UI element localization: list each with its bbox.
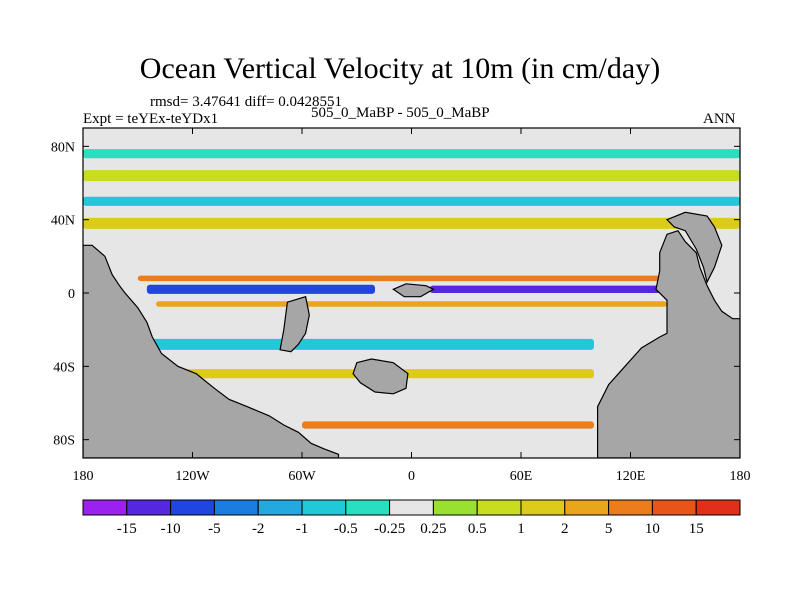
y-tick-label: 40S <box>53 360 75 375</box>
x-tick-label: 180 <box>73 469 94 484</box>
colorbar-label: -0.5 <box>334 521 358 537</box>
colorbar-swatch <box>170 499 215 516</box>
colorbar-label: 0.5 <box>468 521 487 537</box>
colorbar-label: -10 <box>161 521 181 537</box>
colorbar-swatch <box>564 499 610 516</box>
colorbar-label: 2 <box>561 521 569 537</box>
band-antarctic-positive <box>302 421 594 429</box>
colorbar-label: 10 <box>645 521 660 537</box>
band-equator-negative-east <box>429 285 667 293</box>
land-east-continent <box>596 229 740 458</box>
colorbar-swatch <box>608 499 653 516</box>
rmsd-stats: rmsd= 3.47641 diff= 0.0428551 <box>150 94 343 110</box>
colorbar-label: -2 <box>252 521 265 537</box>
band-south-equator-positive <box>156 301 667 307</box>
colorbar-swatch <box>345 499 391 516</box>
colorbar-swatch <box>432 499 478 516</box>
colorbar-label: -15 <box>117 521 137 537</box>
land-west-continent <box>83 244 340 458</box>
colorbar-swatch <box>82 499 128 516</box>
colorbar-label: -1 <box>296 521 309 537</box>
colorbar-label: -0.25 <box>374 521 405 537</box>
case-label: 505_0_MaBP - 505_0_MaBP <box>311 105 490 121</box>
colorbar-swatch <box>301 499 347 516</box>
colorbar-swatch <box>257 499 303 516</box>
land-east-ridge <box>665 211 723 284</box>
colorbar-label: 15 <box>689 521 704 537</box>
land-southern-islands <box>352 358 409 395</box>
x-tick-label: 120E <box>616 469 646 484</box>
band-arctic-negative <box>83 149 740 159</box>
land-central-island-north <box>392 283 435 298</box>
colorbar-swatch <box>126 499 172 516</box>
season-label: ANN <box>703 111 736 127</box>
colorbar-swatch <box>695 499 741 516</box>
x-tick-label: 180 <box>730 469 751 484</box>
band-midlat-north <box>83 217 740 229</box>
colorbar-label: 5 <box>605 521 613 537</box>
band-equator-negative <box>146 284 375 294</box>
band-equator-positive <box>137 275 667 282</box>
chart-title: Ocean Vertical Velocity at 10m (in cm/da… <box>139 52 661 85</box>
band-midlat-north-negative <box>83 196 740 206</box>
x-tick-label: 60E <box>510 469 533 484</box>
colorbar-swatch <box>651 499 697 516</box>
y-tick-label: 80N <box>51 140 75 155</box>
colorbar-swatch <box>520 499 566 516</box>
colorbar-swatch <box>389 499 434 516</box>
x-tick-label: 60W <box>288 469 316 484</box>
colorbar-swatch <box>476 499 522 516</box>
land-central-island-south <box>279 295 310 353</box>
colorbar-label: 0.25 <box>420 521 446 537</box>
y-tick-label: 0 <box>68 287 75 302</box>
experiment-label: Expt = teYEx-teYDx1 <box>83 111 219 127</box>
colorbar-label: 1 <box>517 521 525 537</box>
colorbar-swatch <box>213 499 259 516</box>
band-southern-negative <box>119 338 594 350</box>
x-tick-label: 0 <box>408 469 415 484</box>
x-tick-label: 120W <box>175 469 210 484</box>
y-tick-label: 40N <box>51 214 75 229</box>
band-subpolar-north <box>83 170 740 182</box>
colorbar-label: -5 <box>208 521 221 537</box>
y-tick-label: 80S <box>53 434 75 449</box>
